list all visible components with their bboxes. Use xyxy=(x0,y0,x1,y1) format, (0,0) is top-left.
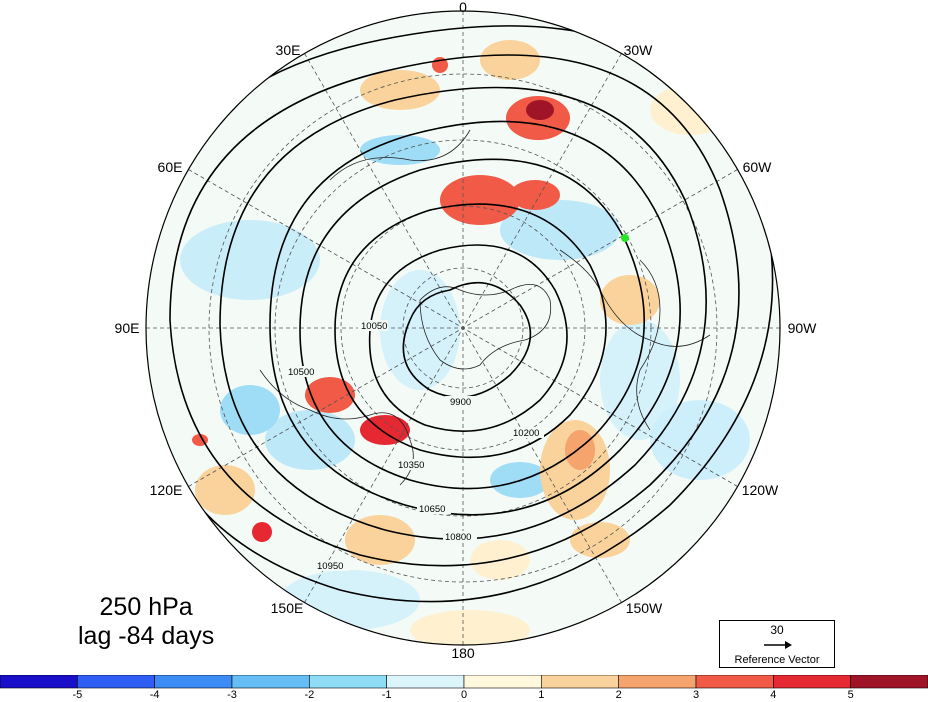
colorbar-tick-label: -3 xyxy=(227,689,237,701)
reference-vector-label: Reference Vector xyxy=(734,654,820,666)
colorbar-swatch xyxy=(541,675,619,689)
contour-label: 10500 xyxy=(288,367,314,378)
colorbar-tick-label: 3 xyxy=(692,689,700,701)
colorbar-tick-label: -1 xyxy=(381,689,392,701)
colorbar-swatch xyxy=(618,675,697,689)
contour-label: 10050 xyxy=(361,321,387,332)
anomaly-field xyxy=(146,11,780,645)
lon-label-120e: 120E xyxy=(150,482,183,498)
colorbar-swatch xyxy=(850,675,928,689)
title-line-lag: lag -84 days xyxy=(78,622,215,650)
lon-label-120w: 120W xyxy=(742,482,779,498)
colorbar-tick-label: -4 xyxy=(149,689,160,701)
reference-arrow-icon xyxy=(764,641,792,649)
map-boundary xyxy=(145,10,781,646)
contour-label-group: 9900 10050 10200 10350 10500 10650 10800… xyxy=(286,320,544,572)
plot-title: 250 hPa lag -84 days xyxy=(78,593,214,651)
contour-label: 10650 xyxy=(419,504,445,515)
contour-label: 10200 xyxy=(513,428,539,439)
colorbar-swatch xyxy=(695,675,774,689)
contour-label: 10350 xyxy=(398,460,424,471)
colorbar-tick-label: 0 xyxy=(460,689,468,701)
colorbar-swatch xyxy=(154,675,233,689)
lon-label-180: 180 xyxy=(451,645,475,661)
lon-label-60e: 60E xyxy=(158,159,183,175)
colorbar-tick-label: 2 xyxy=(615,689,622,701)
title-line-level: 250 hPa xyxy=(99,593,193,621)
colorbar-swatch xyxy=(231,675,310,689)
contour-label: 10800 xyxy=(445,532,471,543)
contour-label: 9900 xyxy=(450,397,471,408)
colorbar-tick-label: 4 xyxy=(770,689,777,701)
highlight-marker xyxy=(621,234,629,242)
colorbar-tick-label: 1 xyxy=(538,689,545,701)
colorbar-swatch xyxy=(0,675,78,689)
coastlines xyxy=(259,129,711,486)
lon-label-0: 0 xyxy=(459,0,467,15)
colorbar-tick-label: 5 xyxy=(847,689,854,701)
lon-label-30e: 30E xyxy=(276,42,301,58)
colorbar-swatch xyxy=(309,675,387,689)
reference-vector-box: 30 Reference Vector xyxy=(719,620,835,668)
colorbar-swatch xyxy=(386,675,465,689)
lon-label-90e: 90E xyxy=(115,320,140,336)
contour-label: 10950 xyxy=(317,561,343,572)
colorbar-swatch xyxy=(77,675,155,689)
reference-vector-magnitude: 30 xyxy=(770,623,784,637)
lon-label-30w: 30W xyxy=(624,42,654,58)
lon-label-150e: 150E xyxy=(271,600,304,616)
lon-label-150w: 150W xyxy=(626,600,663,616)
colorbar-tick-label: -2 xyxy=(304,689,315,701)
lon-label-90w: 90W xyxy=(788,320,818,336)
colorbar-tick-label: -5 xyxy=(72,689,83,701)
colorbar xyxy=(0,675,928,689)
colorbar-swatch xyxy=(463,675,542,689)
lon-label-60w: 60W xyxy=(743,159,773,175)
colorbar-swatch xyxy=(773,675,851,689)
